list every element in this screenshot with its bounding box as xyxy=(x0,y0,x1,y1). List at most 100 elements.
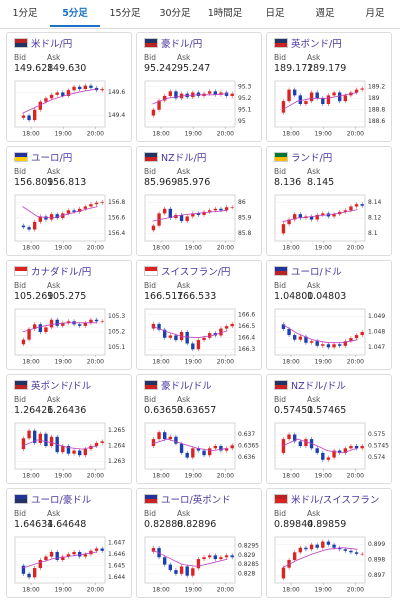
tab[interactable]: 日足 xyxy=(265,8,285,19)
pair-name[interactable]: ランド/円 xyxy=(291,153,333,164)
pair-name[interactable]: 英ポンド/円 xyxy=(291,39,342,50)
candle xyxy=(44,433,48,446)
quote-card[interactable]: 英ポンド/ドル Bid Ask 1.26426 1.26436 1.265 1.264 1.2… xyxy=(6,374,132,484)
bid-value: 0.57451 xyxy=(274,405,314,416)
candle xyxy=(298,95,302,104)
pair-name[interactable]: ユーロ/円 xyxy=(31,153,73,164)
x-tick-label: 20:00 xyxy=(87,473,104,480)
quote-card[interactable]: スイスフラン/円 Bid Ask 166.517 166.533 166.6 166.5 16… xyxy=(136,260,262,370)
quote-card[interactable]: 豪ドル/円 Bid Ask 95.242 95.247 95.3 95.2 95.1 95 18:… xyxy=(136,32,262,142)
candle xyxy=(66,554,71,557)
tab[interactable]: 15分足 xyxy=(109,8,141,19)
y-tick-label: 86 xyxy=(238,199,246,206)
candle xyxy=(55,551,59,560)
candle xyxy=(72,210,76,212)
candle xyxy=(281,324,286,329)
quote-card[interactable]: ユーロ/英ポンド Bid Ask 0.82888 0.82896 0.8295 0.829 0… xyxy=(136,488,262,598)
bid-value: 85.969 xyxy=(144,177,178,188)
candle xyxy=(89,550,93,555)
tab[interactable]: 月足 xyxy=(365,8,385,19)
y-tick-label: 0.829 xyxy=(238,552,255,559)
candle xyxy=(326,457,331,460)
moving-average xyxy=(152,438,228,452)
bid-value: 1.64634 xyxy=(14,519,54,530)
quote-card[interactable]: ユーロ/ドル Bid Ask 1.04800 1.04803 1.049 1.048 1.04… xyxy=(266,260,392,370)
candle xyxy=(168,91,172,96)
candle xyxy=(66,90,71,96)
x-tick-label: 19:00 xyxy=(55,131,72,138)
candle xyxy=(332,92,336,96)
quote-card[interactable]: 英ポンド/円 Bid Ask 189.172 189.179 189.2 189 188.8 1… xyxy=(266,32,392,142)
x-tick-label: 19:00 xyxy=(315,131,332,138)
candle xyxy=(315,92,319,99)
pair-name[interactable]: 米ドル/スイスフラン xyxy=(291,495,380,506)
bid-label: Bid xyxy=(14,509,26,518)
candle xyxy=(315,448,319,453)
x-tick-label: 20:00 xyxy=(347,359,364,366)
y-tick-label: 1.263 xyxy=(108,458,125,465)
candle xyxy=(21,565,26,574)
tab[interactable]: 週足 xyxy=(315,8,335,19)
mini-chart: 95.3 95.2 95.1 95 18:00 19:00 20:00 xyxy=(144,80,252,138)
pair-name[interactable]: カナダドル/円 xyxy=(31,267,92,278)
quote-card[interactable]: 米ドル/円 Bid Ask 149.628 149.630 149.6 149.4 18:00… xyxy=(6,32,132,142)
candle xyxy=(298,441,302,446)
ask-value: 1.04803 xyxy=(307,291,347,302)
pair-name[interactable]: ユーロ/ドル xyxy=(291,267,342,278)
tab[interactable]: 30分足 xyxy=(159,8,191,19)
quote-card[interactable]: ランド/円 Bid Ask 8.136 8.145 8.14 8.12 8.1 18:00 19:… xyxy=(266,146,392,256)
y-tick-label: 0.898 xyxy=(368,557,385,564)
candle xyxy=(157,432,161,440)
candle xyxy=(315,544,319,548)
quote-card[interactable]: 米ドル/スイスフラン Bid Ask 0.89844 0.89859 0.899 0.898… xyxy=(266,488,392,598)
candle xyxy=(224,326,229,329)
bid-label: Bid xyxy=(144,395,156,404)
mini-chart: 1.049 1.048 1.047 18:00 19:00 20:00 xyxy=(274,308,385,366)
candle xyxy=(38,324,42,332)
candle xyxy=(21,115,26,118)
candle xyxy=(298,547,302,553)
pair-name[interactable]: NZドル/円 xyxy=(161,153,207,164)
pair-name[interactable]: 米ドル/円 xyxy=(31,39,73,50)
pair-name[interactable]: ユーロ/豪ドル xyxy=(31,495,92,506)
candle xyxy=(27,328,31,340)
tab[interactable]: 1時間足 xyxy=(207,8,243,19)
quote-card[interactable]: NZドル/円 Bid Ask 85.969 85.976 86 85.9 85.8 18:00 1… xyxy=(136,146,262,256)
tab[interactable]: 1分足 xyxy=(12,8,38,19)
pair-name[interactable]: 豪ドル/ドル xyxy=(161,381,212,392)
quote-card[interactable]: カナダドル/円 Bid Ask 105.269 105.275 105.3 105.2 105… xyxy=(6,260,132,370)
tab[interactable]: 5分足 xyxy=(50,0,100,27)
candle xyxy=(61,446,65,453)
candle xyxy=(100,89,104,91)
candle xyxy=(224,448,229,451)
x-tick-label: 20:00 xyxy=(217,131,234,138)
candle xyxy=(78,551,82,557)
candle xyxy=(208,448,212,456)
candle xyxy=(343,341,347,346)
bid-label: Bid xyxy=(144,281,156,290)
pair-name[interactable]: ユーロ/英ポンド xyxy=(161,495,231,506)
quote-card[interactable]: 豪ドル/ドル Bid Ask 0.63653 0.63657 0.637 0.6365 0.6… xyxy=(136,374,262,484)
moving-average xyxy=(282,323,358,344)
mini-chart: 1.647 1.646 1.645 1.644 18:00 19:00 20:00 xyxy=(14,536,125,594)
quote-card[interactable]: NZドル/ドル Bid Ask 0.57451 0.57465 0.575 0.5745 0.… xyxy=(266,374,392,484)
quote-card[interactable]: ユーロ/豪ドル Bid Ask 1.64634 1.64648 1.647 1.646 1.6… xyxy=(6,488,132,598)
candle xyxy=(191,343,195,350)
x-tick-label: 20:00 xyxy=(217,473,234,480)
pair-name[interactable]: NZドル/ドル xyxy=(291,381,346,392)
moving-average xyxy=(152,209,228,222)
pair-name[interactable]: 英ポンド/ドル xyxy=(31,381,92,392)
x-tick-label: 19:00 xyxy=(55,587,72,594)
x-tick-label: 19:00 xyxy=(315,245,332,252)
bid-label: Bid xyxy=(274,167,286,176)
pair-name[interactable]: スイスフラン/円 xyxy=(161,267,231,278)
y-tick-label: 0.828 xyxy=(238,570,255,577)
y-tick-label: 95.2 xyxy=(238,95,252,102)
candle xyxy=(163,208,167,214)
candle xyxy=(72,450,76,454)
ask-value: 189.179 xyxy=(307,63,347,74)
quote-card[interactable]: ユーロ/円 Bid Ask 156.809 156.813 156.8 156.6 156.4… xyxy=(6,146,132,256)
pair-name[interactable]: 豪ドル/円 xyxy=(161,39,203,50)
x-tick-label: 20:00 xyxy=(87,359,104,366)
moving-average xyxy=(152,549,228,567)
